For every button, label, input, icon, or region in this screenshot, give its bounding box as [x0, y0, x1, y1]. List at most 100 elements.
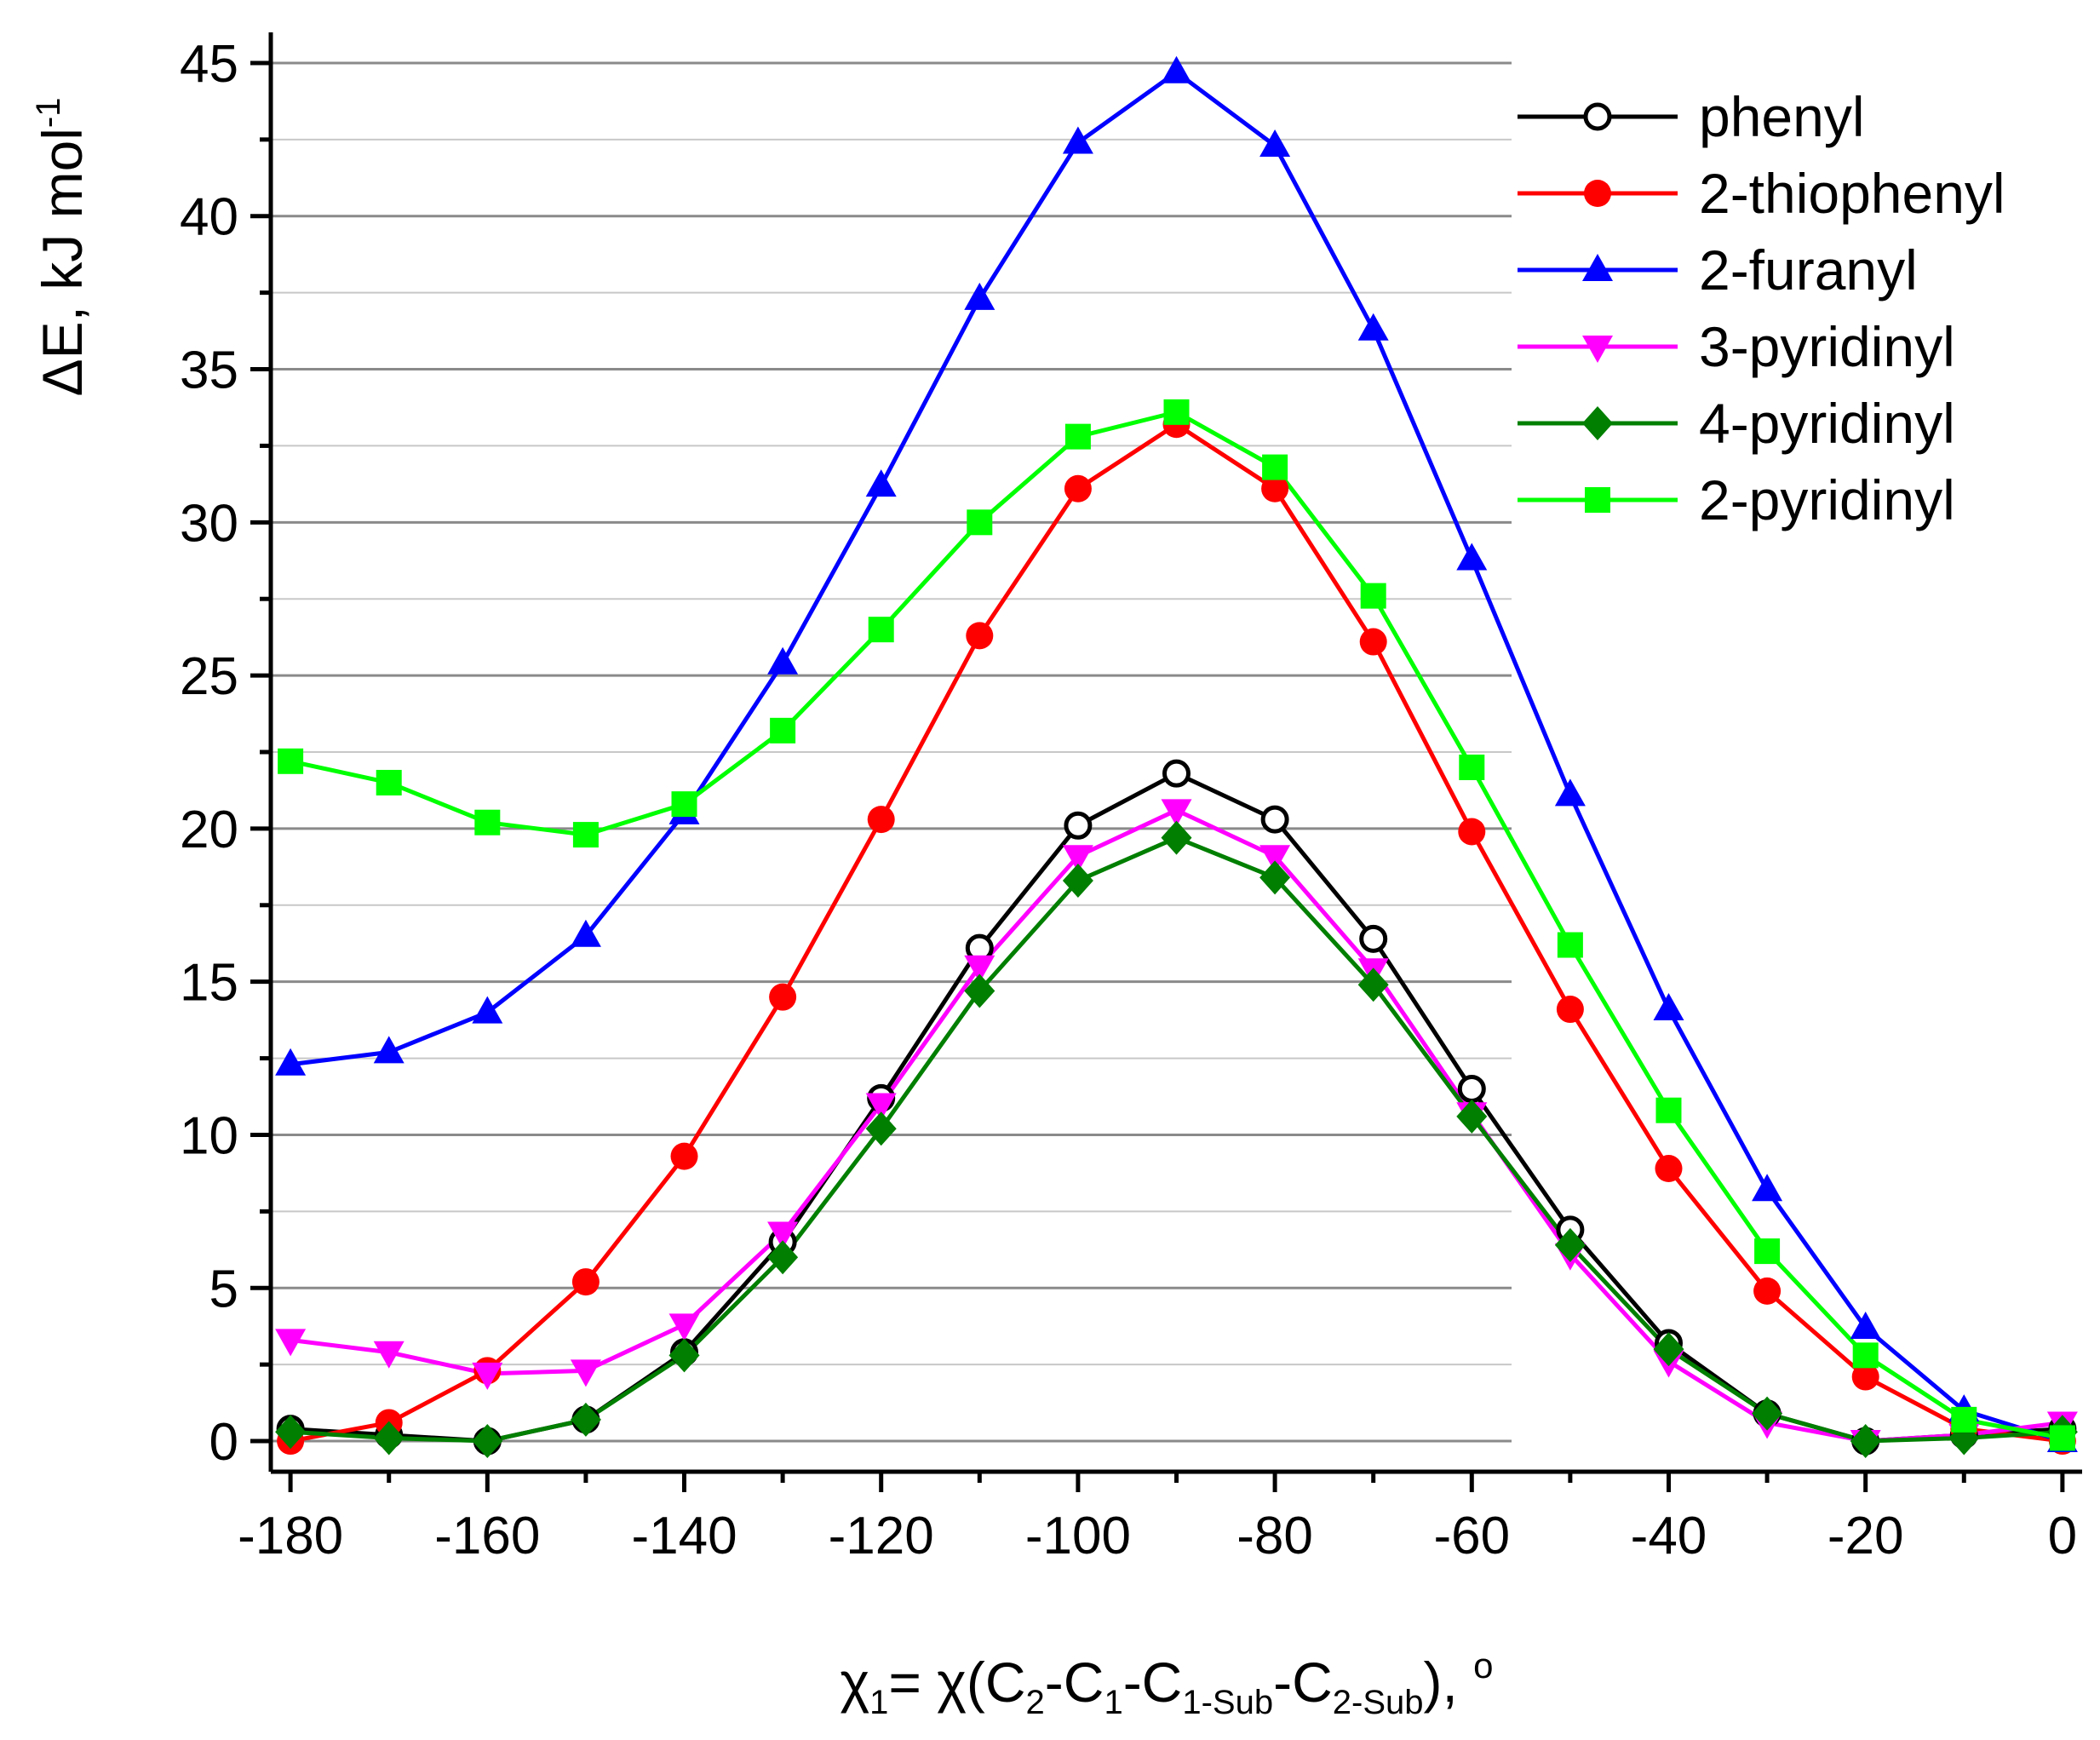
x-tick-label: -140: [631, 1507, 737, 1565]
data-point-2-furanyl: [964, 282, 995, 310]
x-axis-title-part: 1-Sub: [1182, 1684, 1273, 1721]
legend-marker: [1583, 102, 1612, 131]
x-axis-title: χ1= χ(C2-C1-C1-Sub-C2-Sub), o: [840, 1645, 1493, 1721]
data-point-4-pyridinyl: [1752, 1396, 1783, 1431]
data-point-2-pyridinyl: [1951, 1406, 1977, 1433]
data-point-4-pyridinyl: [964, 973, 995, 1008]
data-point-2-thiophenyl: [867, 806, 895, 834]
legend: phenyl 2-thiophenyl 2-furanyl 3-pyridinyl 4-…: [1518, 85, 2005, 531]
legend-item-2-pyridinyl: 2-pyridinyl: [1518, 468, 1955, 531]
data-point-2-thiophenyl: [966, 622, 994, 650]
x-axis-title-part: 2-Sub: [1333, 1684, 1424, 1721]
x-axis-title-part: -C: [1123, 1651, 1183, 1714]
legend-label: 2-pyridinyl: [1699, 468, 1955, 531]
data-point-2-furanyl: [767, 646, 799, 675]
data-point-phenyl: [1162, 759, 1191, 788]
data-point-2-furanyl: [373, 1036, 405, 1064]
data-point-2-pyridinyl: [1655, 1097, 1682, 1123]
legend-marker: [1585, 487, 1610, 513]
legend-label: phenyl: [1699, 85, 1865, 148]
data-point-2-pyridinyl: [671, 791, 697, 818]
data-point-2-thiophenyl: [1851, 1363, 1879, 1391]
x-tick-label: 0: [2048, 1507, 2077, 1565]
y-tick-label: 35: [180, 342, 238, 400]
data-point-2-furanyl: [1752, 1174, 1783, 1202]
x-axis-title-part: χ: [840, 1651, 869, 1714]
data-point-phenyl: [1359, 924, 1388, 953]
x-tick-label: -120: [829, 1507, 934, 1565]
data-point-4-pyridinyl: [275, 1415, 307, 1450]
data-point-2-thiophenyl: [1261, 474, 1289, 502]
axes: [250, 32, 2082, 1492]
data-point-2-furanyl: [1850, 1312, 1881, 1339]
x-tick-label: -40: [1631, 1507, 1707, 1565]
data-point-phenyl: [1457, 1075, 1486, 1104]
data-point-2-pyridinyl: [1262, 454, 1288, 480]
data-point-2-pyridinyl: [1754, 1238, 1781, 1265]
tick-labels: 0 5 10 15 20 25 30 35 40 45 -180 -160 -140 -120 -100 -8…: [180, 35, 2077, 1565]
y-tick-label: 10: [180, 1106, 238, 1165]
data-point-4-pyridinyl: [1850, 1424, 1881, 1459]
data-point-3-pyridinyl: [865, 1093, 897, 1121]
data-point-2-thiophenyl: [1359, 628, 1387, 656]
data-point-2-thiophenyl: [1655, 1155, 1683, 1183]
data-point-2-pyridinyl: [1557, 932, 1583, 958]
data-point-2-furanyl: [1554, 778, 1586, 807]
data-point-3-pyridinyl: [668, 1313, 700, 1341]
legend-label: 4-pyridinyl: [1699, 392, 1955, 455]
x-tick-label: -80: [1236, 1507, 1313, 1565]
data-point-3-pyridinyl: [275, 1329, 307, 1357]
data-point-2-pyridinyl: [770, 717, 796, 744]
data-point-2-furanyl: [1456, 543, 1488, 571]
data-point-2-furanyl: [1357, 313, 1389, 341]
legend-item-2-furanyl: 2-furanyl: [1518, 238, 1918, 301]
data-point-4-pyridinyl: [767, 1240, 799, 1275]
data-point-2-furanyl: [472, 996, 503, 1024]
data-point-2-pyridinyl: [376, 769, 402, 795]
data-point-2-furanyl: [275, 1048, 307, 1076]
x-axis-title-part: = χ(C: [888, 1651, 1025, 1714]
data-point-2-pyridinyl: [572, 822, 599, 848]
data-point-4-pyridinyl: [570, 1402, 601, 1437]
legend-marker: [1582, 254, 1613, 281]
x-axis-title-part: 2: [1026, 1684, 1045, 1721]
data-point-2-furanyl: [1062, 126, 1093, 154]
x-axis-title-part: ),: [1424, 1651, 1474, 1714]
legend-label: 2-thiophenyl: [1699, 162, 2005, 225]
data-point-2-thiophenyl: [1064, 474, 1092, 502]
data-point-4-pyridinyl: [1456, 1099, 1488, 1134]
legend-marker: [1582, 336, 1613, 363]
data-point-2-thiophenyl: [670, 1142, 698, 1170]
x-tick-label: -160: [434, 1507, 540, 1565]
legend-label: 2-furanyl: [1699, 238, 1918, 301]
legend-item-phenyl: phenyl: [1518, 85, 1865, 148]
data-point-2-thiophenyl: [1458, 818, 1486, 846]
data-point-2-pyridinyl: [278, 748, 304, 774]
y-axis-title-main: ΔE, kJ mol: [31, 128, 94, 396]
x-axis-title-part: 1: [1104, 1684, 1122, 1721]
series-line-2-pyridinyl: [290, 410, 2063, 1440]
data-point-2-pyridinyl: [1064, 423, 1091, 450]
data-point-phenyl: [1064, 811, 1093, 840]
data-point-3-pyridinyl: [964, 955, 995, 983]
data-point-3-pyridinyl: [472, 1362, 503, 1390]
data-point-2-pyridinyl: [868, 617, 894, 643]
x-tick-label: -60: [1433, 1507, 1510, 1565]
series-line-phenyl: [290, 771, 2063, 1444]
legend-item-2-thiophenyl: 2-thiophenyl: [1518, 162, 2005, 225]
data-point-3-pyridinyl: [373, 1341, 405, 1369]
data-point-2-furanyl: [865, 469, 897, 497]
data-point-3-pyridinyl: [570, 1359, 601, 1387]
data-point-2-furanyl: [1259, 129, 1291, 158]
legend-item-3-pyridinyl: 3-pyridinyl: [1518, 315, 1955, 378]
data-point-2-pyridinyl: [1163, 399, 1190, 425]
data-point-2-pyridinyl: [1852, 1342, 1879, 1369]
data-point-3-pyridinyl: [1161, 799, 1192, 827]
y-axis-title: ΔE, kJ mol-1: [30, 97, 94, 396]
data-point-2-furanyl: [1161, 55, 1192, 83]
series-markers: [275, 55, 2078, 1459]
x-axis-title-part: -C: [1045, 1651, 1105, 1714]
data-point-3-pyridinyl: [1062, 845, 1093, 873]
data-point-2-pyridinyl: [967, 509, 993, 536]
